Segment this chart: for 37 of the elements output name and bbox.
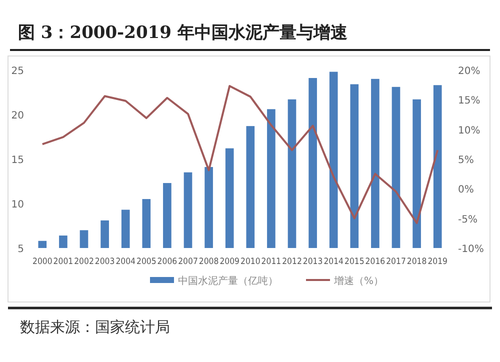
y2-tick-label: 0% xyxy=(458,184,474,196)
y-tick-label: 5 xyxy=(18,244,24,255)
y2-tick-label: 20% xyxy=(458,66,480,77)
y-tick-label: 10 xyxy=(11,200,24,210)
x-tick-label: 2013 xyxy=(302,257,325,267)
y2-tick-label: 5% xyxy=(458,155,474,166)
y2-tick-label: -5% xyxy=(458,214,478,226)
x-tick-label: 2009 xyxy=(220,257,242,267)
x-tick-label: 2002 xyxy=(74,257,96,267)
x-tick-label: 2004 xyxy=(116,257,138,267)
x-tick-label: 2007 xyxy=(178,257,200,267)
x-tick-label: 2000 xyxy=(32,257,54,267)
x-tick-label: 2006 xyxy=(157,257,180,267)
x-tick-label: 2003 xyxy=(94,257,117,267)
y2-tick-label: 10% xyxy=(458,125,480,136)
y-tick-label: 25 xyxy=(11,66,24,77)
chart-title: 图 3：2000-2019 年中国水泥产量与增速 xyxy=(18,23,348,43)
x-tick-label: 2015 xyxy=(344,257,366,267)
legend-label: 增速（%） xyxy=(333,275,384,287)
x-tick-label: 2017 xyxy=(386,257,408,267)
x-tick-label: 2010 xyxy=(240,257,262,267)
x-tick-label: 2016 xyxy=(365,257,388,267)
x-tick-label: 2019 xyxy=(428,257,450,267)
legend-label: 中国水泥产量（亿吨） xyxy=(178,275,278,287)
x-tick-label: 2012 xyxy=(282,257,304,267)
x-tick-label: 2011 xyxy=(261,257,284,267)
source-note: 数据来源：国家统计局 xyxy=(20,318,170,336)
line-series xyxy=(41,85,439,224)
y2-tick-label: 15% xyxy=(458,96,480,107)
x-tick-label: 2005 xyxy=(136,257,158,267)
x-tick-label: 2018 xyxy=(406,257,429,267)
x-tick-label: 2014 xyxy=(324,257,346,267)
y-tick-label: 15 xyxy=(11,155,24,166)
y2-tick-label: -10% xyxy=(458,244,484,255)
y-tick-label: 20 xyxy=(11,110,24,122)
x-tick-label: 2001 xyxy=(53,257,76,267)
x-tick-label: 2008 xyxy=(198,257,221,267)
